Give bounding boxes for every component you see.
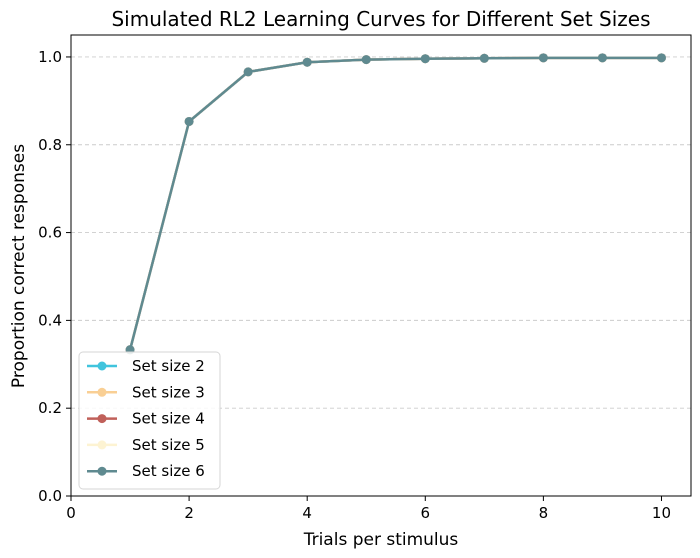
x-axis-ticks: 0 2 4 6 8 10 bbox=[66, 496, 671, 522]
y-tick-label: 0.2 bbox=[38, 399, 62, 417]
series-line bbox=[128, 56, 662, 351]
data-point bbox=[361, 55, 371, 65]
legend-marker bbox=[97, 440, 107, 450]
x-tick-label: 0 bbox=[66, 504, 76, 522]
series-line bbox=[128, 56, 662, 351]
legend-label: Set size 5 bbox=[132, 436, 205, 454]
y-tick-label: 1.0 bbox=[38, 48, 62, 66]
legend: Set size 2 Set size 3 Set size 4 Set size 5… bbox=[78, 351, 221, 490]
x-tick-label: 10 bbox=[652, 504, 671, 522]
chart-title: Simulated RL2 Learning Curves for Differ… bbox=[111, 7, 650, 31]
legend-marker bbox=[97, 361, 107, 371]
y-tick-label: 0.8 bbox=[38, 136, 62, 154]
y-axis-label: Proportion correct responses bbox=[9, 144, 29, 388]
legend-label: Set size 2 bbox=[132, 357, 205, 375]
series-line bbox=[128, 56, 662, 351]
legend-label: Set size 4 bbox=[132, 410, 205, 428]
plot-frame bbox=[70, 34, 692, 497]
data-point bbox=[479, 53, 489, 63]
legend-marker bbox=[97, 414, 107, 424]
x-tick-label: 6 bbox=[421, 504, 431, 522]
series-line bbox=[128, 56, 662, 351]
x-tick-label: 2 bbox=[184, 504, 194, 522]
series-5 bbox=[125, 53, 666, 355]
y-tick-label: 0.6 bbox=[38, 224, 62, 242]
legend-box bbox=[78, 351, 221, 490]
data-point bbox=[420, 54, 430, 64]
series-2 bbox=[125, 53, 666, 355]
x-tick-label: 8 bbox=[539, 504, 549, 522]
data-point bbox=[302, 57, 312, 67]
series-3 bbox=[125, 53, 666, 355]
legend-marker bbox=[97, 466, 107, 476]
y-tick-label: 0.0 bbox=[38, 487, 62, 505]
legend-label: Set size 3 bbox=[132, 383, 205, 401]
series-6 bbox=[125, 53, 666, 355]
data-point bbox=[656, 53, 666, 63]
series-4 bbox=[125, 53, 666, 355]
y-axis-ticks: 0.0 0.2 0.4 0.6 0.8 1.0 bbox=[38, 48, 71, 505]
legend-item: Set size 2 bbox=[87, 357, 205, 375]
legend-marker bbox=[97, 387, 107, 397]
x-tick-label: 4 bbox=[302, 504, 312, 522]
data-point bbox=[184, 116, 194, 126]
legend-label: Set size 6 bbox=[132, 462, 205, 480]
legend-item: Set size 6 bbox=[87, 462, 205, 480]
legend-item: Set size 4 bbox=[87, 410, 205, 428]
data-point bbox=[243, 67, 253, 77]
data-point bbox=[538, 53, 548, 63]
y-tick-label: 0.4 bbox=[38, 311, 62, 329]
legend-item: Set size 5 bbox=[87, 436, 205, 454]
legend-item: Set size 3 bbox=[87, 383, 205, 401]
series-layer bbox=[125, 53, 666, 355]
x-axis-label: Trials per stimulus bbox=[303, 530, 459, 550]
series-line bbox=[128, 56, 662, 351]
data-point bbox=[597, 53, 607, 63]
grid-lines bbox=[71, 56, 691, 409]
